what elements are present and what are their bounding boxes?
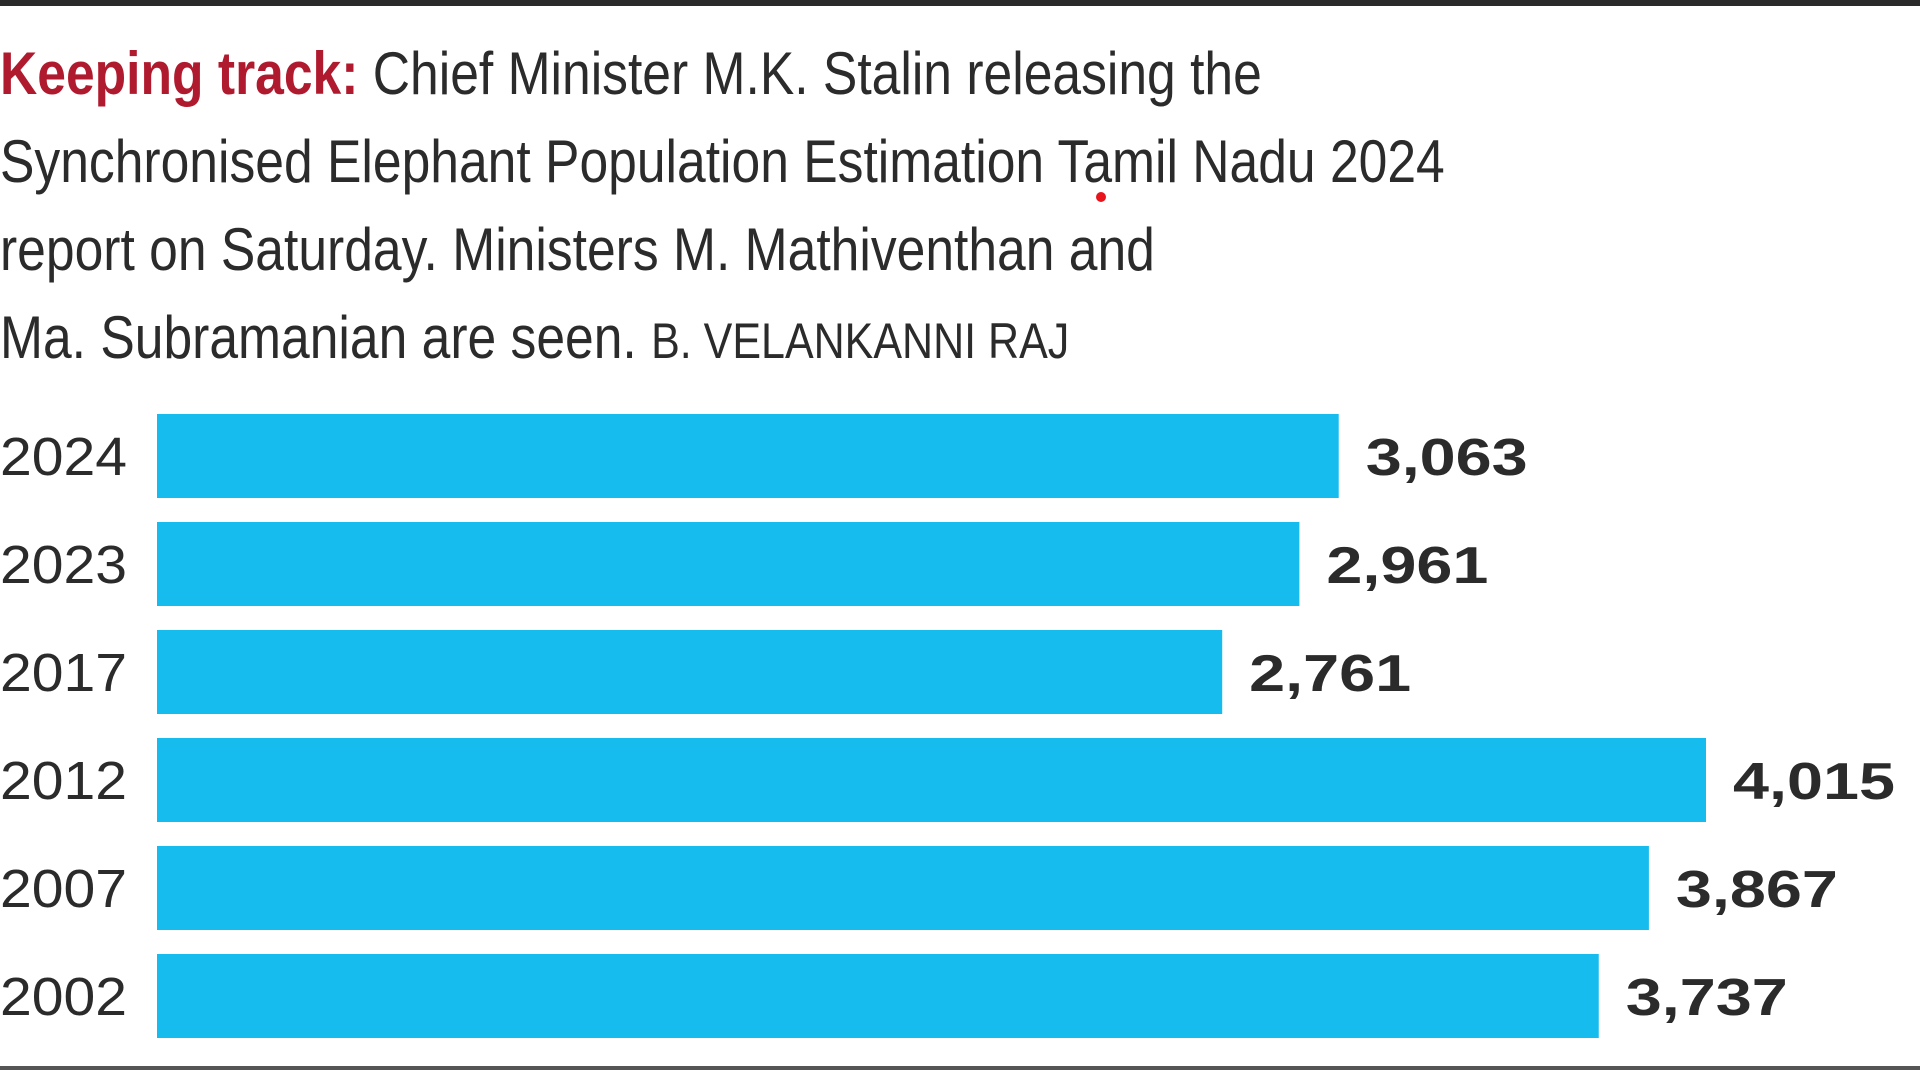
caption-line-4: Ma. Subramanian are seen. B. VELANKANNI … — [0, 294, 1892, 385]
value-label: 2,961 — [1326, 537, 1488, 595]
value-label: 2,761 — [1249, 645, 1411, 703]
bar-2024 — [157, 414, 1339, 498]
top-border — [0, 0, 1920, 6]
bottom-border — [0, 1066, 1920, 1070]
bar-2002 — [157, 954, 1599, 1038]
value-label: 3,737 — [1626, 969, 1788, 1027]
category-label: 2002 — [0, 967, 127, 1027]
bar-2012 — [157, 738, 1706, 822]
red-dot-mark — [1096, 192, 1106, 202]
photo-caption: Keeping track: Chief Minister M.K. Stali… — [0, 30, 1892, 385]
caption-lead: Keeping track: — [0, 40, 359, 107]
bar-2007 — [157, 846, 1649, 930]
category-label: 2007 — [0, 859, 127, 919]
category-label: 2023 — [0, 535, 127, 595]
photo-credit: B. VELANKANNI RAJ — [651, 313, 1070, 369]
category-label: 2017 — [0, 643, 127, 703]
caption-line-2: Synchronised Elephant Population Estimat… — [0, 128, 1445, 195]
caption-text: Ma. Subramanian are seen. — [0, 304, 652, 371]
bar-2017 — [157, 630, 1223, 714]
value-label: 4,015 — [1733, 753, 1895, 811]
category-label: 2012 — [0, 751, 127, 811]
caption-line-1: Keeping track: Chief Minister M.K. Stali… — [0, 30, 1892, 118]
bar-2023 — [157, 522, 1300, 606]
category-label: 2024 — [0, 427, 127, 487]
caption-line-3: report on Saturday. Ministers M. Mathive… — [0, 216, 1155, 283]
value-label: 3,063 — [1366, 429, 1528, 487]
caption-text: Chief Minister M.K. Stalin releasing the — [358, 40, 1262, 107]
value-label: 3,867 — [1676, 861, 1838, 919]
